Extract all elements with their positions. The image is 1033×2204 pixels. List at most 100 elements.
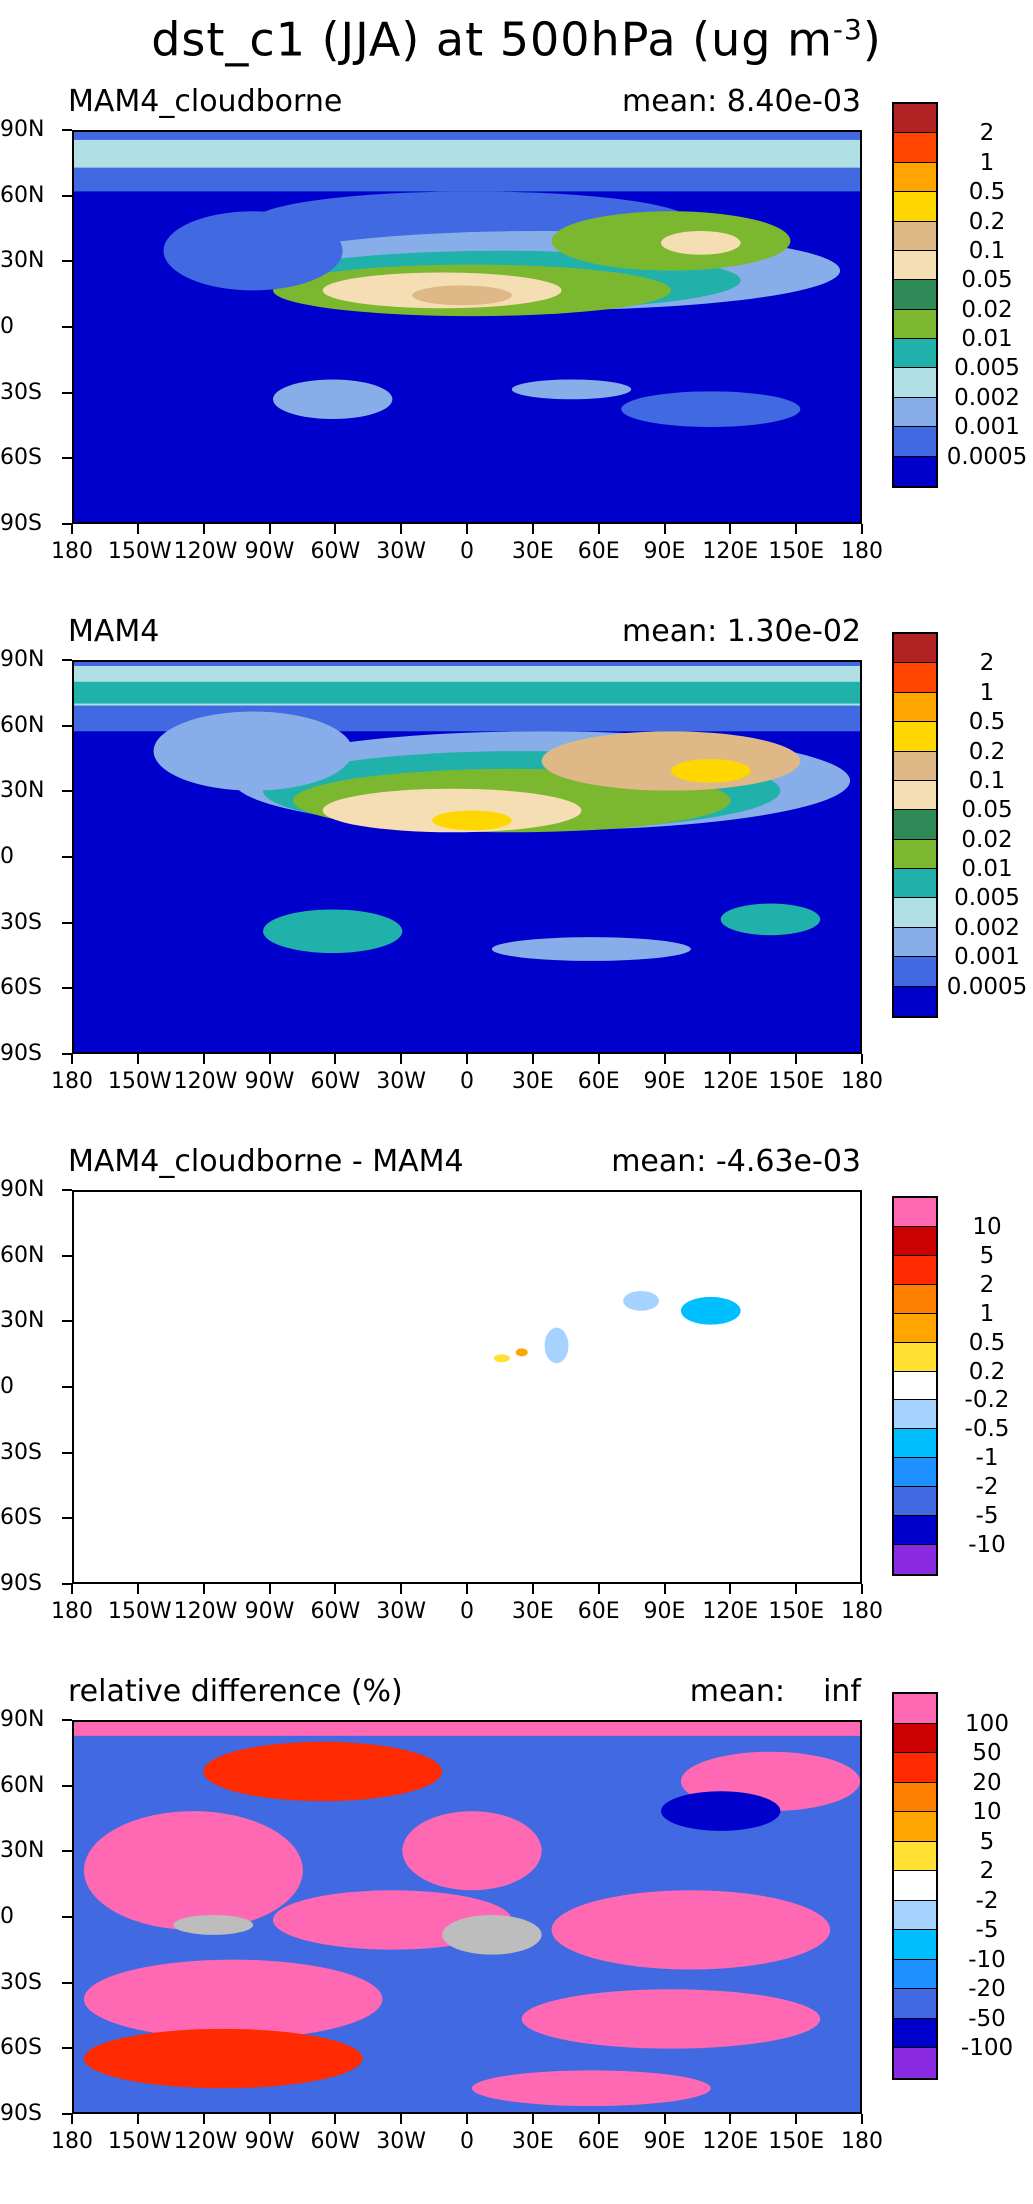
lat-tick-label: 0 [0, 1374, 14, 1399]
colorbar-swatch [894, 722, 936, 752]
lat-tick-label: 90N [0, 117, 45, 142]
colorbar-swatch [894, 663, 936, 693]
lon-tick-label: 60E [577, 1069, 620, 1094]
colorbar-level-label: 0.5 [968, 1329, 1006, 1356]
colorbar-level-label: -10 [968, 1532, 1006, 1559]
lon-tick-label: 60E [577, 539, 620, 564]
lon-tick [663, 524, 666, 534]
lon-tick-label: 30E [511, 539, 554, 564]
lon-tick-label: 180 [51, 2129, 93, 2154]
lat-tick [62, 790, 72, 793]
lat-tick-label: 30N [0, 1838, 45, 1864]
colorbar-swatch [894, 692, 936, 723]
lon-tick [334, 1054, 337, 1064]
lon-tick-label: 150W [107, 1069, 172, 1094]
colorbar-level-label: 2 [979, 1858, 995, 1885]
lat-tick [62, 1254, 72, 1257]
colorbar-level-label: 0.2 [968, 1358, 1006, 1385]
map-frame [72, 1190, 862, 1584]
lon-tick [202, 1054, 205, 1064]
colorbar-swatch [894, 427, 936, 457]
lat-tick [62, 2047, 72, 2050]
colorbar-level-label: 0.1 [968, 237, 1006, 264]
lon-tick-label: 150E [768, 1069, 825, 1094]
lon-tick-label: 90E [643, 2129, 686, 2154]
lat-tick-label: 90N [0, 647, 45, 672]
colorbar-level-label: 0.2 [968, 208, 1006, 235]
colorbar-swatch [894, 1841, 936, 1872]
colorbar-level-label: 0.0005 [946, 973, 1028, 1000]
colorbar-swatch [894, 192, 936, 222]
lat-tick [62, 326, 72, 328]
lon-tick-label: 180 [841, 1069, 883, 1094]
colorbar-swatch [894, 927, 936, 958]
lon-tick-label: 120W [173, 2129, 238, 2154]
lat-tick [62, 457, 72, 460]
colorbar-swatch [894, 162, 936, 193]
lon-tick [466, 524, 468, 534]
lon-tick [597, 2114, 600, 2124]
lon-tick [861, 1054, 863, 1064]
lat-tick-label: 90S [0, 1041, 42, 1066]
map-frame [72, 130, 862, 524]
colorbar-swatch [894, 1458, 936, 1488]
lon-tick-label: 60W [310, 539, 361, 564]
panel-mean: mean: 8.40e-03 [622, 84, 861, 119]
lat-tick-label: 0 [0, 1904, 14, 1929]
lon-tick-label: 90W [244, 1599, 295, 1624]
lon-tick [729, 1584, 732, 1594]
colorbar-swatch [894, 869, 936, 899]
panel-relative-difference: relative difference (%) mean: inf 90N 60N… [0, 1674, 1033, 2204]
lon-tick [795, 1584, 798, 1594]
lat-tick-label: 30S [0, 379, 42, 405]
colorbar-level-label: 0.005 [954, 355, 1020, 382]
lon-tick [466, 2114, 468, 2124]
colorbar-level-label: 0.002 [954, 384, 1020, 411]
lat-tick [62, 987, 72, 990]
colorbar-level-label: 2 [979, 650, 995, 677]
colorbar-level-label: 0.001 [954, 944, 1020, 971]
lon-tick [400, 2114, 403, 2124]
colorbar-swatch [894, 1871, 936, 1901]
colorbar-level-label: -0.2 [964, 1387, 1010, 1414]
colorbar-level-label: 0.005 [954, 885, 1020, 912]
colorbar-swatch [894, 1371, 936, 1401]
lat-tick-label: 30N [0, 248, 45, 274]
lon-tick [663, 1584, 666, 1594]
figure-title: dst_c1 (JJA) at 500hPa (ug m-3) [0, 0, 1033, 66]
lon-tick [400, 1054, 403, 1064]
lon-tick [136, 2114, 139, 2124]
panel-mam4: MAM4 mean: 1.30e-02 90N 60N 30N 0 30S 60S 90S 1… [0, 614, 1033, 1144]
lon-tick-label: 180 [51, 1069, 93, 1094]
lon-tick-label: 30W [376, 539, 427, 564]
lat-tick [62, 856, 72, 858]
colorbar-level-label: 0.05 [961, 267, 1013, 294]
lon-tick [268, 524, 271, 534]
lat-tick-label: 90S [0, 1571, 42, 1596]
lon-tick-label: 60W [310, 2129, 361, 2154]
lon-tick-label: 90W [244, 1069, 295, 1094]
lon-tick [202, 2114, 205, 2124]
colorbar-swatch [894, 221, 936, 251]
lon-tick [597, 1054, 600, 1064]
colorbar-swatch [894, 1753, 936, 1783]
colorbar-swatch [894, 1989, 936, 2019]
colorbar-swatch [894, 1226, 936, 1256]
colorbar-swatch [894, 634, 936, 664]
lat-tick-label: 90N [0, 1707, 45, 1732]
colorbar-swatch [894, 280, 936, 310]
lon-tick-label: 90W [244, 539, 295, 564]
colorbar-level-label: -50 [968, 2005, 1006, 2032]
lon-tick-label: 0 [460, 1069, 474, 1094]
panel-difference: MAM4_cloudborne - MAM4 mean: -4.63e-03 9… [0, 1144, 1033, 1674]
colorbar-level-label: -100 [960, 2035, 1014, 2062]
panel-label: MAM4_cloudborne [68, 84, 343, 119]
lon-tick [71, 1584, 73, 1594]
lon-tick [795, 1054, 798, 1064]
lat-tick [62, 1583, 72, 1585]
colorbar-swatch [894, 839, 936, 869]
title-close: ) [862, 12, 882, 67]
colorbar [892, 1196, 938, 1576]
lon-tick-label: 120W [173, 539, 238, 564]
lon-tick [795, 2114, 798, 2124]
